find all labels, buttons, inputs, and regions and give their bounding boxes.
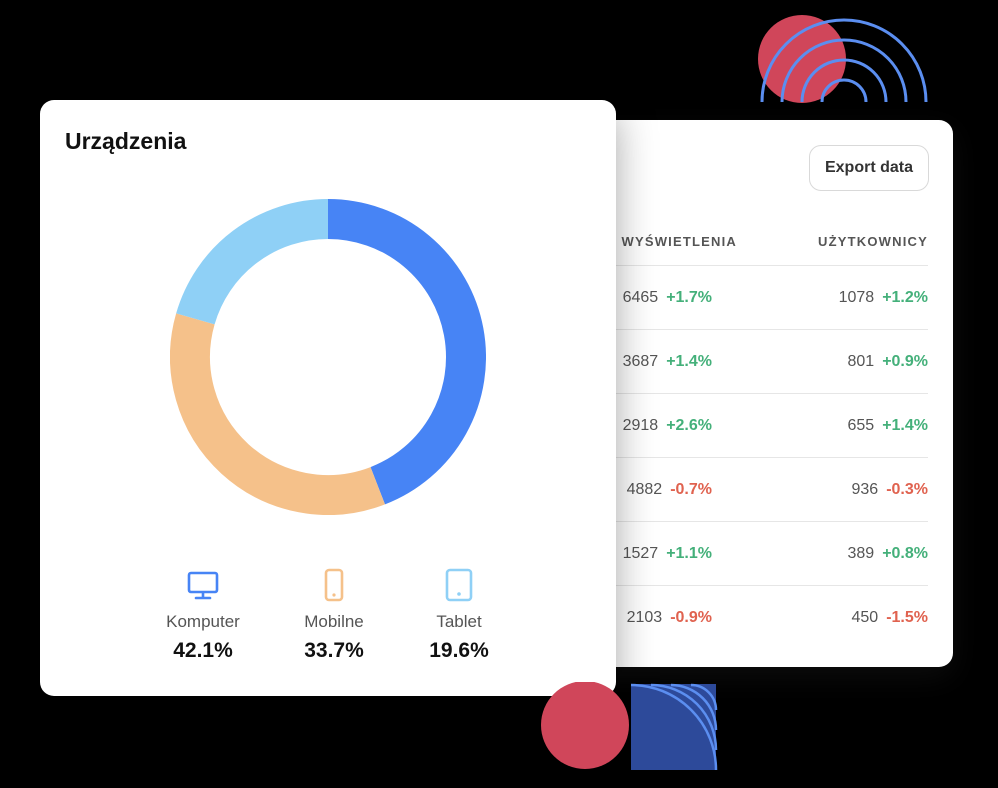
views-value: 2918 <box>622 417 659 434</box>
users-change: +1.4% <box>882 417 928 434</box>
table-body: 6465 +1.7% 1078 +1.2% 3687 +1.4% 801 +0.9% 2918 +… <box>616 265 928 649</box>
views-change: -0.7% <box>670 481 712 498</box>
users-change: +1.2% <box>882 289 928 306</box>
devices-donut-chart <box>170 199 486 515</box>
users-cell: 450 -1.5% <box>852 586 929 649</box>
views-value: 6465 <box>622 289 659 306</box>
users-cell: 655 +1.4% <box>847 394 928 457</box>
legend-computer: Komputer 42.1% <box>133 568 273 663</box>
legend-label: Tablet <box>436 612 482 631</box>
views-cell: 6465 +1.7% <box>623 266 712 329</box>
legend-value: 33.7% <box>304 639 364 662</box>
bottom-decoration <box>541 682 718 771</box>
legend-mobile: Mobilne 33.7% <box>264 568 404 663</box>
views-cell: 1527 +1.1% <box>623 522 712 585</box>
devices-panel: Urządzenia Komputer 42.1% Mobilne 33.7% … <box>40 100 616 696</box>
table-row: 4882 -0.7% 936 -0.3% <box>616 457 928 521</box>
stats-table-panel: Export data WYŚWIETLENIA UŻYTKOWNICY 646… <box>560 120 953 667</box>
views-change: -0.9% <box>670 609 712 626</box>
users-value: 655 <box>847 417 875 434</box>
users-value: 1078 <box>838 289 875 306</box>
top-decoration <box>758 15 928 103</box>
donut-slice-tablet[interactable] <box>176 199 329 325</box>
legend-label: Mobilne <box>304 612 364 631</box>
views-cell: 2103 -0.9% <box>627 586 712 649</box>
table-row: 1527 +1.1% 389 +0.8% <box>616 521 928 585</box>
views-column-header[interactable]: WYŚWIETLENIA <box>621 234 737 249</box>
tablet-icon <box>445 568 473 602</box>
views-change: +1.4% <box>666 353 712 370</box>
users-value: 936 <box>851 481 879 498</box>
users-change: -0.3% <box>886 481 928 498</box>
monitor-icon <box>187 571 219 600</box>
table-row: 3687 +1.4% 801 +0.9% <box>616 329 928 393</box>
users-cell: 801 +0.9% <box>847 330 928 393</box>
views-value: 4882 <box>626 481 663 498</box>
views-cell: 2918 +2.6% <box>623 394 712 457</box>
panel-title: Urządzenia <box>65 128 187 154</box>
users-cell: 1078 +1.2% <box>839 266 928 329</box>
views-cell: 3687 +1.4% <box>623 330 712 393</box>
users-value: 801 <box>847 353 875 370</box>
table-row: 2103 -0.9% 450 -1.5% <box>616 585 928 649</box>
users-cell: 389 +0.8% <box>847 522 928 585</box>
donut-slice-mobile[interactable] <box>170 313 385 515</box>
smartphone-icon <box>324 568 344 602</box>
legend-value: 42.1% <box>173 639 233 662</box>
legend-tablet: Tablet 19.6% <box>389 568 529 663</box>
views-cell: 4882 -0.7% <box>627 458 712 521</box>
views-value: 3687 <box>622 353 659 370</box>
donut-slice-computer[interactable] <box>327 199 486 505</box>
views-change: +2.6% <box>666 417 712 434</box>
users-value: 450 <box>851 609 879 626</box>
views-change: +1.1% <box>666 545 712 562</box>
views-value: 2103 <box>626 609 663 626</box>
users-change: +0.9% <box>882 353 928 370</box>
users-cell: 936 -0.3% <box>852 458 929 521</box>
users-change: +0.8% <box>882 545 928 562</box>
views-value: 1527 <box>622 545 659 562</box>
views-change: +1.7% <box>666 289 712 306</box>
users-value: 389 <box>847 545 875 562</box>
export-data-button[interactable]: Export data <box>808 145 929 191</box>
legend-label: Komputer <box>166 612 240 631</box>
table-row: 2918 +2.6% 655 +1.4% <box>616 393 928 457</box>
table-row: 6465 +1.7% 1078 +1.2% <box>616 265 928 329</box>
users-change: -1.5% <box>886 609 928 626</box>
users-column-header[interactable]: UŻYTKOWNICY <box>818 234 928 249</box>
legend-value: 19.6% <box>429 639 489 662</box>
